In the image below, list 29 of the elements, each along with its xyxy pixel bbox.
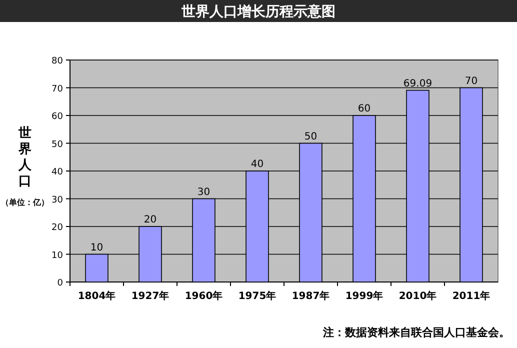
data-label: 10 bbox=[90, 242, 104, 254]
x-tick-label: 1804年 bbox=[78, 290, 116, 302]
data-label: 40 bbox=[250, 159, 264, 170]
text: （单位：亿） bbox=[1, 198, 49, 207]
text: 注：数据资料来自联合国人口基金会。 bbox=[322, 326, 510, 339]
chart-title: 世界人口增长历程示意图 bbox=[180, 3, 336, 20]
data-label: 20 bbox=[144, 214, 157, 226]
x-tick-label: 2011年 bbox=[452, 290, 490, 302]
data-label: 69.09 bbox=[403, 78, 432, 90]
y-axis-title: 世界人口 bbox=[18, 126, 32, 189]
y-tick-label: 80 bbox=[52, 56, 64, 66]
data-label: 60 bbox=[358, 104, 371, 114]
data-label: 50 bbox=[304, 131, 318, 142]
x-tick-label: 1987年 bbox=[292, 290, 330, 302]
y-tick-label: 60 bbox=[52, 112, 64, 122]
x-tick-label: 1975年 bbox=[238, 290, 276, 302]
y-tick-label: 0 bbox=[57, 278, 64, 288]
x-tick-label: 1960年 bbox=[184, 290, 223, 302]
data-label: 70 bbox=[464, 76, 478, 87]
y-tick-label: 70 bbox=[52, 84, 64, 94]
y-tick-label: 50 bbox=[52, 140, 64, 150]
y-tick-label: 40 bbox=[52, 168, 64, 178]
x-tick-label: 1927年 bbox=[131, 290, 170, 302]
data-label: 30 bbox=[197, 186, 210, 198]
y-tick-label: 20 bbox=[52, 223, 64, 233]
y-tick-label: 30 bbox=[52, 195, 64, 206]
x-tick-label: 2010年 bbox=[398, 290, 437, 302]
y-tick-label: 10 bbox=[52, 250, 64, 261]
x-tick-label: 1999年 bbox=[345, 290, 384, 302]
